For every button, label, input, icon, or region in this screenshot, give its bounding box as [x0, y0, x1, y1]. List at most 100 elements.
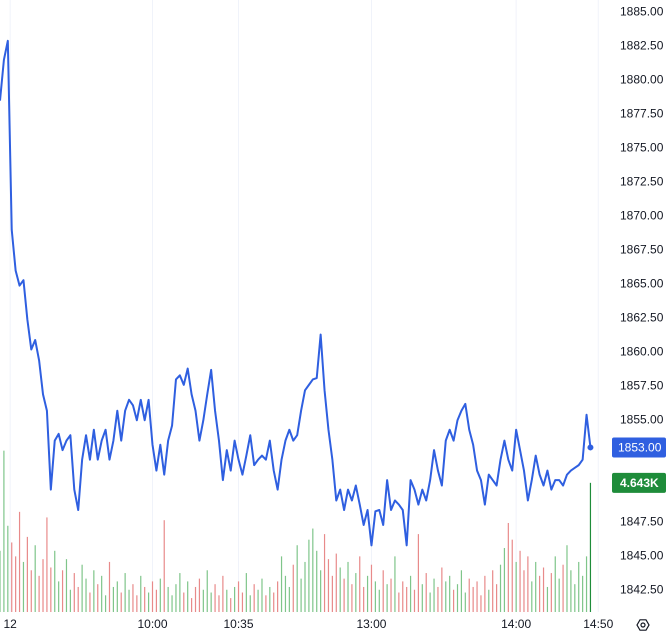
volume-bar: [292, 564, 294, 612]
volume-bar: [187, 581, 189, 612]
y-tick-label: 1847.50: [620, 514, 664, 528]
volume-bar: [582, 575, 584, 612]
volume-bar: [159, 578, 161, 612]
volume-bar: [269, 586, 271, 612]
settings-hexagon[interactable]: [636, 619, 650, 631]
volume-bar: [511, 539, 513, 612]
volume-bar: [124, 573, 126, 612]
volume-bar: [3, 450, 5, 612]
volume-bar: [73, 573, 75, 612]
volume-bar: [300, 578, 302, 612]
volume-bar: [69, 589, 71, 612]
y-tick-label: 1870.00: [620, 208, 664, 222]
volume-bar: [288, 586, 290, 612]
volume-bar: [277, 581, 279, 612]
volume-bar: [202, 589, 204, 612]
y-tick-label: 1885.00: [620, 4, 664, 18]
volume-bar: [226, 589, 228, 612]
volume-bar: [363, 586, 365, 612]
volume-bar: [155, 589, 158, 612]
volume-bar: [144, 586, 146, 612]
volume-bar: [390, 578, 392, 612]
volume-bar: [323, 534, 326, 612]
settings-icon[interactable]: [636, 619, 650, 631]
volume-bar: [589, 482, 592, 612]
volume-bar: [570, 570, 572, 612]
volume-bar: [488, 589, 490, 612]
x-tick-label: 10:00: [137, 617, 167, 631]
y-tick-label: 1875.00: [620, 140, 664, 154]
y-tick-label: 1862.50: [620, 310, 664, 324]
x-tick-label: 14:50: [583, 617, 613, 631]
volume-bar: [554, 556, 556, 612]
volume-bar: [120, 592, 122, 612]
volume-bar: [54, 550, 56, 612]
volume-tag-label: 4.643K: [620, 476, 659, 490]
volume-bar: [347, 561, 349, 612]
volume-bar: [210, 592, 212, 612]
volume-bar: [183, 592, 185, 612]
volume-bar: [542, 567, 545, 612]
volume-bar: [413, 589, 416, 612]
volume-bar: [253, 584, 255, 612]
volume-bar: [550, 573, 552, 612]
volume-bar: [61, 570, 64, 612]
volume-bar: [50, 567, 52, 612]
volume-bar: [472, 586, 474, 612]
volume-bar: [445, 581, 447, 612]
last-point: [587, 444, 594, 451]
x-tick-label: 10:35: [224, 617, 254, 631]
volume-bar: [585, 556, 588, 612]
volume-bar: [175, 584, 177, 612]
x-tick-label: 12: [3, 617, 17, 631]
price-tag: [612, 437, 666, 458]
volume-bar: [132, 584, 134, 612]
settings-dot[interactable]: [640, 622, 646, 628]
price-line: [0, 39, 592, 547]
volume-bar: [394, 556, 396, 612]
volume-bar: [273, 592, 275, 612]
volume-bar: [65, 559, 68, 612]
price-tag-label: 1853.00: [618, 441, 662, 455]
volume-bar: [249, 595, 251, 612]
volume-bar: [492, 570, 494, 612]
volume-bar: [304, 561, 306, 612]
volume-bar: [484, 575, 486, 612]
volume-bar: [222, 575, 224, 612]
volume-bar: [574, 584, 576, 612]
volume-bar: [539, 575, 541, 612]
volume-bar: [0, 550, 1, 612]
y-tick-label: 1872.50: [620, 174, 664, 188]
volume-bar: [77, 586, 79, 612]
volume-bar: [237, 581, 240, 612]
volume-bar: [351, 584, 353, 612]
y-tick-label: 1860.00: [620, 344, 664, 358]
volume-bar: [331, 575, 333, 612]
volume-bar: [374, 581, 376, 612]
volume-bar: [558, 578, 560, 612]
volume-bar: [241, 592, 244, 612]
volume-bar: [515, 561, 517, 612]
volume-bar: [327, 559, 330, 612]
grid-layer: [9, 0, 599, 612]
volume-bar: [15, 556, 17, 612]
volume-bar: [85, 578, 87, 612]
volume-bar: [89, 592, 91, 612]
y-tick-label: 1845.00: [620, 548, 664, 562]
volume-bar: [578, 561, 580, 612]
volume-bar: [499, 564, 502, 612]
volume-bar: [104, 595, 107, 612]
volume-bar: [58, 581, 60, 612]
volume-bar: [316, 550, 318, 612]
axis-layer: 1842.501845.001847.501850.001852.501855.…: [3, 4, 663, 631]
volume-bar: [296, 545, 298, 612]
volume-bar: [108, 561, 111, 612]
volume-bar: [519, 550, 521, 612]
volume-bar: [437, 586, 439, 612]
volume-bar: [46, 517, 48, 612]
volume-bar: [42, 559, 44, 612]
volume-bar: [370, 564, 373, 612]
volume-bar: [523, 570, 525, 612]
volume-bar: [320, 570, 322, 612]
